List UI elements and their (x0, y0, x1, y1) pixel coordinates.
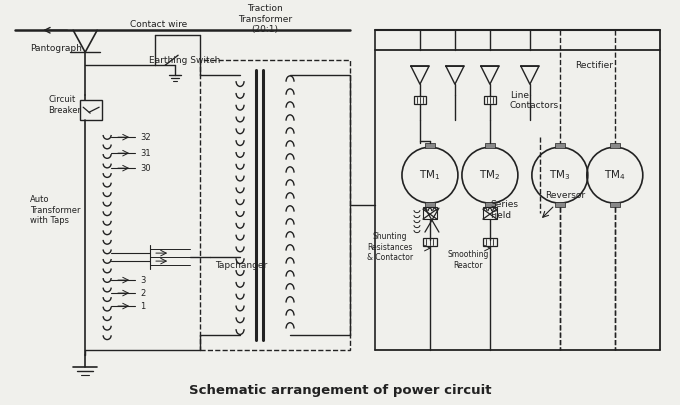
Text: Shunting
Resistances
& Contactor: Shunting Resistances & Contactor (367, 232, 413, 262)
Bar (483, 207, 497, 219)
Text: TM$_3$: TM$_3$ (549, 168, 571, 182)
Bar (200, 60, 350, 350)
Text: Series
Field: Series Field (490, 200, 518, 220)
Bar (423, 207, 437, 219)
Text: Schematic arrangement of power circuit: Schematic arrangement of power circuit (189, 384, 491, 396)
Text: Tapchanger: Tapchanger (215, 260, 267, 270)
Bar (610, 143, 619, 148)
Text: Reversor: Reversor (545, 191, 585, 200)
Bar (484, 96, 496, 104)
Bar (425, 202, 435, 207)
Text: Line
Contactors: Line Contactors (510, 90, 559, 110)
Text: Circuit
Breaker: Circuit Breaker (48, 96, 81, 115)
Text: Contact wire: Contact wire (130, 20, 188, 29)
Text: 2: 2 (140, 289, 146, 298)
Text: 32: 32 (140, 133, 151, 142)
Bar (485, 143, 495, 148)
Bar (485, 202, 495, 207)
Text: Earthing Switch: Earthing Switch (150, 56, 221, 65)
Bar (483, 238, 497, 246)
Text: TM$_2$: TM$_2$ (479, 168, 500, 182)
Text: 3: 3 (140, 275, 146, 285)
Bar (423, 238, 437, 246)
Bar (610, 202, 619, 207)
Bar (555, 202, 565, 207)
Bar (80, 100, 102, 120)
Text: Traction
Transformer
(20:1): Traction Transformer (20:1) (238, 4, 292, 34)
Text: Rectifier: Rectifier (575, 61, 613, 70)
Bar (425, 143, 435, 148)
Text: 1: 1 (140, 302, 146, 311)
Text: Auto
Transformer
with Taps: Auto Transformer with Taps (30, 195, 81, 225)
Bar (414, 96, 426, 104)
Text: Smoothing
Reactor: Smoothing Reactor (447, 250, 489, 270)
Text: TM$_4$: TM$_4$ (604, 168, 626, 182)
Text: 30: 30 (140, 164, 151, 173)
Text: Pantograph: Pantograph (30, 44, 82, 53)
Bar (555, 143, 565, 148)
Text: TM$_1$: TM$_1$ (419, 168, 441, 182)
Text: 31: 31 (140, 149, 151, 158)
